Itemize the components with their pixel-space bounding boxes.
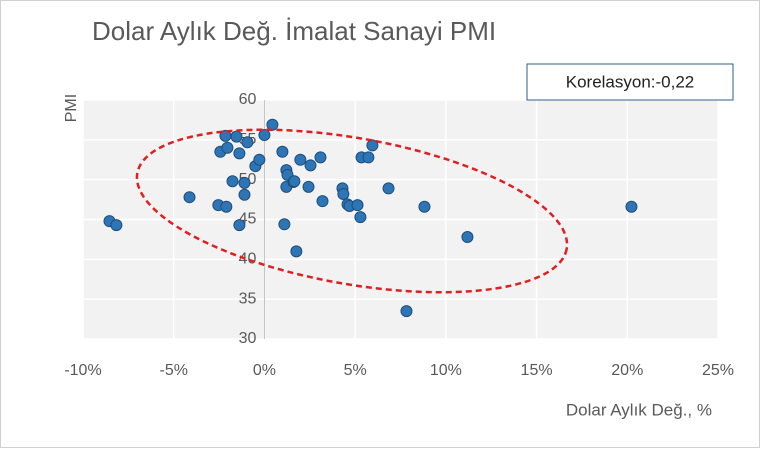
point — [220, 200, 233, 213]
point — [382, 182, 395, 195]
point — [233, 219, 246, 232]
y-tick-label: 60 — [239, 91, 257, 108]
x-tick-label: 25% — [702, 362, 734, 379]
highlight-ellipse — [135, 128, 569, 294]
point — [253, 153, 266, 166]
point — [266, 118, 279, 131]
x-tick-label: 0% — [253, 362, 276, 379]
point — [351, 199, 364, 212]
point — [238, 188, 251, 201]
chart-title: Dolar Aylık Değ. İmalat Sanayi PMI — [92, 16, 496, 46]
point — [304, 159, 317, 172]
point — [241, 136, 254, 149]
point — [276, 145, 289, 158]
x-tick-label: 20% — [611, 362, 643, 379]
point — [226, 175, 239, 188]
point — [337, 188, 350, 201]
y-tick-label: 40 — [239, 251, 257, 268]
point — [183, 191, 196, 204]
point — [314, 151, 327, 164]
point — [278, 218, 291, 231]
x-tick-label: 5% — [344, 362, 367, 379]
point — [366, 139, 379, 152]
point — [362, 151, 375, 164]
annotation-box — [526, 63, 734, 101]
point — [400, 305, 413, 318]
x-tick-label: -10% — [64, 362, 101, 379]
y-tick-label: 35 — [239, 290, 257, 307]
x-tick-label: 15% — [521, 362, 553, 379]
point — [354, 211, 367, 224]
x-axis-label: Dolar Aylık Değ., % — [566, 400, 712, 419]
annotation: Korelasyon:-0,22 — [566, 72, 695, 91]
point — [221, 141, 234, 154]
point — [238, 176, 251, 189]
point — [288, 175, 301, 188]
point — [230, 130, 243, 143]
point — [233, 147, 246, 160]
point — [258, 129, 271, 142]
point — [294, 153, 307, 166]
point — [290, 245, 303, 258]
point — [316, 195, 329, 208]
point — [302, 180, 315, 193]
point — [461, 231, 474, 244]
y-tick-label: 30 — [239, 330, 257, 347]
point — [110, 219, 123, 232]
x-tick-label: 10% — [430, 362, 462, 379]
x-tick-label: -5% — [159, 362, 187, 379]
y-axis-label: PMI — [63, 94, 80, 122]
point — [625, 200, 638, 213]
point — [418, 200, 431, 213]
